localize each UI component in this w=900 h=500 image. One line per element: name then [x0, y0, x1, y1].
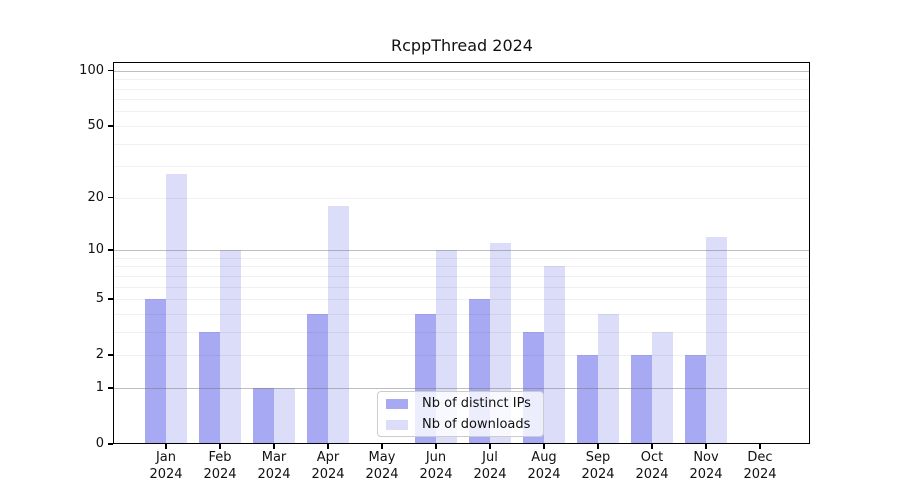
x-tick-label-may: May 2024 — [365, 450, 399, 482]
bar-nb-of-downloads-jan — [166, 174, 187, 444]
gridline-minor — [114, 355, 809, 357]
y-tick-label: 1 — [95, 379, 104, 395]
y-tick-label: 5 — [95, 291, 104, 307]
bar-nb-of-distinct-ips-nov — [685, 355, 706, 444]
y-tick-mark — [108, 249, 113, 251]
gridline-minor — [114, 79, 809, 81]
x-tick-mark — [759, 444, 761, 449]
gridline-minor — [114, 125, 809, 127]
bar-nb-of-distinct-ips-feb — [199, 331, 220, 444]
bar-nb-of-distinct-ips-oct — [631, 355, 652, 444]
legend-label: Nb of downloads — [422, 417, 531, 432]
bar-nb-of-distinct-ips-mar — [253, 387, 274, 444]
y-tick-label: 50 — [87, 117, 104, 133]
x-tick-label-nov: Nov 2024 — [689, 450, 723, 482]
x-tick-label-jun: Jun 2024 — [419, 450, 453, 482]
gridline-minor — [114, 99, 809, 101]
x-tick-label-oct: Oct 2024 — [635, 450, 669, 482]
x-tick-mark — [705, 444, 707, 449]
y-tick-label: 0 — [95, 436, 104, 451]
y-tick-mark — [108, 196, 113, 199]
y-tick-mark — [108, 69, 113, 72]
bar-nb-of-distinct-ips-sep — [577, 355, 598, 444]
bar-nb-of-downloads-aug — [544, 266, 565, 444]
gridline-minor — [114, 257, 809, 259]
x-tick-label-jul: Jul 2024 — [473, 450, 507, 482]
bar-nb-of-downloads-apr — [328, 205, 349, 444]
x-tick-mark — [219, 444, 221, 449]
bar-nb-of-distinct-ips-jan — [145, 299, 166, 444]
gridline-minor — [114, 299, 809, 301]
legend: Nb of distinct IPs Nb of downloads — [377, 391, 544, 437]
gridline-minor — [114, 143, 809, 145]
bar-nb-of-downloads-mar — [274, 387, 295, 444]
gridline-minor — [114, 166, 809, 168]
gridline-minor — [114, 313, 809, 315]
x-tick-label-apr: Apr 2024 — [311, 450, 345, 482]
y-tick-mark — [108, 387, 113, 389]
x-tick-mark — [651, 444, 653, 449]
x-tick-label-feb: Feb 2024 — [203, 450, 237, 482]
y-tick-label: 2 — [95, 347, 104, 363]
gridline-minor — [114, 197, 809, 199]
x-tick-mark — [273, 444, 275, 449]
gridline-minor — [114, 331, 809, 333]
y-tick-label: 100 — [79, 62, 104, 78]
gridline-minor — [114, 88, 809, 90]
x-tick-label-sep: Sep 2024 — [581, 450, 615, 482]
x-tick-mark — [327, 444, 329, 449]
legend-swatch-icon — [386, 398, 408, 409]
bar-nb-of-downloads-nov — [706, 236, 727, 444]
gridline-major — [114, 70, 809, 72]
x-tick-mark — [597, 444, 599, 449]
chart-title: RcppThread 2024 — [391, 36, 533, 55]
bar-nb-of-distinct-ips-apr — [307, 313, 328, 444]
x-tick-mark — [489, 444, 491, 449]
y-tick-mark — [108, 443, 113, 445]
y-tick-mark — [108, 298, 113, 300]
legend-row: Nb of downloads — [378, 416, 543, 434]
x-tick-label-dec: Dec 2024 — [743, 450, 777, 482]
y-tick-mark — [108, 354, 113, 356]
legend-label: Nb of distinct IPs — [422, 396, 531, 411]
legend-swatch-icon — [386, 419, 408, 430]
y-tick-label: 10 — [87, 242, 104, 258]
x-tick-label-jan: Jan 2024 — [149, 450, 183, 482]
y-tick-mark — [108, 125, 113, 127]
y-tick-label: 20 — [87, 189, 104, 205]
x-tick-label-aug: Aug 2024 — [527, 450, 561, 482]
x-tick-mark — [381, 444, 383, 449]
x-tick-mark — [435, 444, 437, 449]
gridline-minor — [114, 286, 809, 288]
bar-nb-of-downloads-feb — [220, 250, 241, 444]
gridline-minor — [114, 266, 809, 268]
gridline-minor — [114, 111, 809, 113]
legend-row: Nb of distinct IPs — [378, 395, 543, 413]
x-tick-mark — [543, 444, 545, 449]
gridline-major — [114, 387, 809, 389]
x-tick-mark — [165, 444, 167, 449]
gridline-minor — [114, 275, 809, 277]
gridline-major — [114, 250, 809, 252]
x-tick-label-mar: Mar 2024 — [257, 450, 291, 482]
bar-nb-of-downloads-oct — [652, 331, 673, 444]
bar-nb-of-downloads-sep — [598, 313, 619, 444]
